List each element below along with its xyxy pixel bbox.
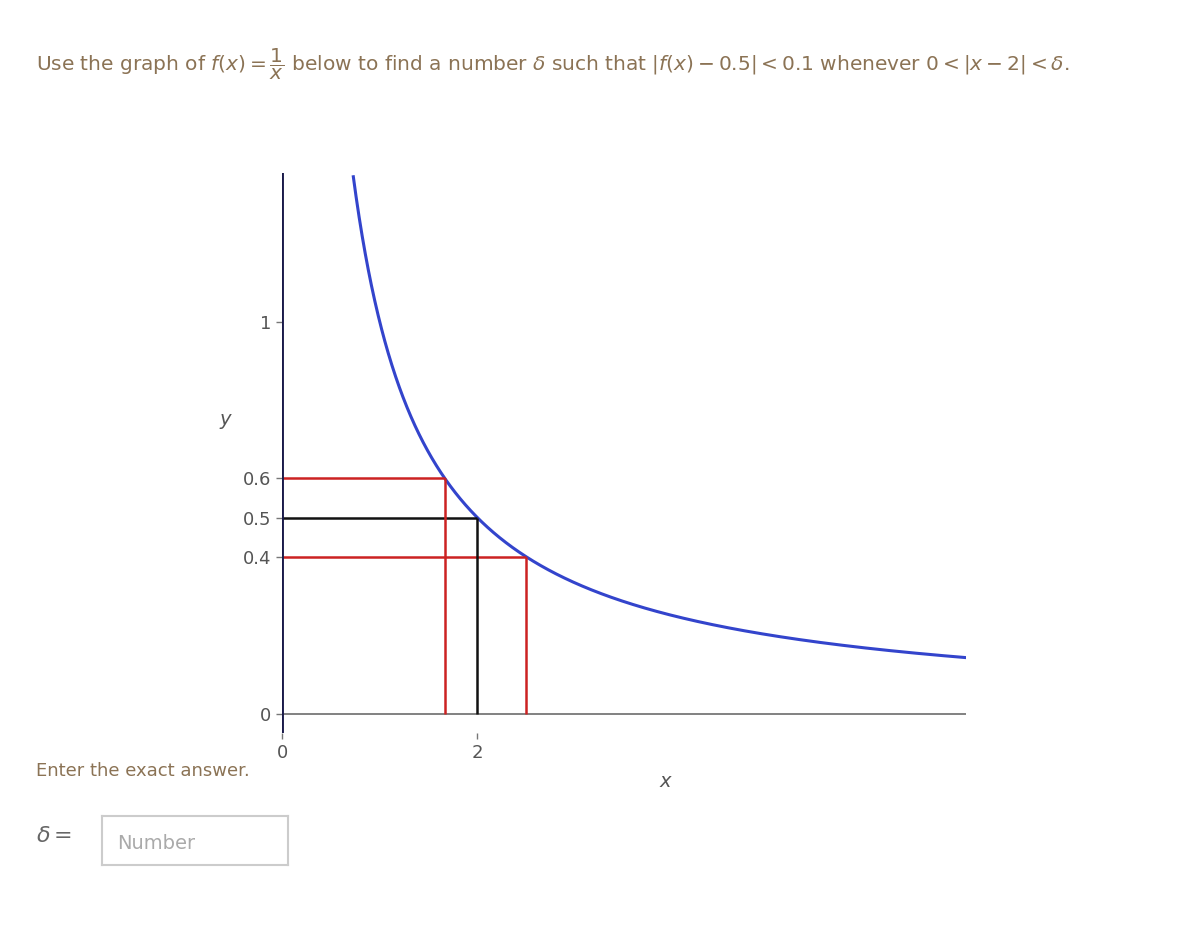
- Text: $\delta =$: $\delta =$: [36, 826, 72, 846]
- Text: Enter the exact answer.: Enter the exact answer.: [36, 761, 250, 780]
- Text: y: y: [220, 410, 230, 429]
- Text: x: x: [659, 772, 671, 791]
- Text: Number: Number: [116, 833, 196, 853]
- Text: Use the graph of $f(x) = \dfrac{1}{x}$ below to find a number $\delta$ such that: Use the graph of $f(x) = \dfrac{1}{x}$ b…: [36, 47, 1069, 82]
